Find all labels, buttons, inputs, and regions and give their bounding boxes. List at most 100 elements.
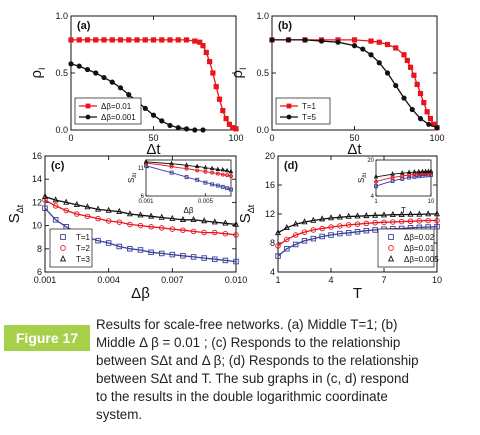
inset-y-axis-label-group: SΔt xyxy=(357,172,368,183)
data-point xyxy=(137,247,144,253)
data-point xyxy=(400,170,405,175)
data-point xyxy=(420,168,425,174)
data-point xyxy=(416,210,423,217)
data-point xyxy=(412,174,417,179)
data-point xyxy=(76,63,82,69)
series-line xyxy=(71,39,237,130)
data-point xyxy=(127,246,133,252)
inset-plot: 0.001 0.005 6 11 Δβ SΔt xyxy=(127,158,234,215)
series-line xyxy=(277,213,437,234)
data-point xyxy=(372,219,378,226)
data-point xyxy=(169,214,176,221)
y-axis-label: SΔt xyxy=(237,204,256,223)
data-point xyxy=(275,253,281,259)
data-point xyxy=(117,37,124,43)
y-axis-subscript: Δt xyxy=(15,204,25,213)
legend-box xyxy=(49,228,93,268)
data-point xyxy=(228,168,234,174)
data-point xyxy=(209,165,215,171)
data-point xyxy=(351,37,358,43)
data-point xyxy=(412,169,417,174)
legend-label: T=1 xyxy=(76,233,91,242)
data-point xyxy=(210,170,215,175)
data-point xyxy=(284,246,290,252)
legend-label: Δβ=0.01 xyxy=(404,244,435,253)
legend: Δβ=0.01 Δβ=0.001 xyxy=(74,97,142,125)
data-point xyxy=(376,39,382,45)
data-point xyxy=(142,105,148,111)
data-point xyxy=(117,85,124,91)
x-tick-label: 1 xyxy=(275,275,280,285)
data-point xyxy=(222,230,229,237)
y-tick-label: 0.0 xyxy=(256,125,269,135)
y-tick-label: 16 xyxy=(32,151,42,161)
data-point xyxy=(354,212,361,219)
inset-x-tick-label: 0.001 xyxy=(138,199,154,205)
data-point xyxy=(105,218,112,224)
data-point xyxy=(137,222,144,229)
data-point xyxy=(390,171,395,176)
data-point xyxy=(416,168,422,174)
data-point xyxy=(211,218,218,225)
x-tick-label: 100 xyxy=(228,133,243,143)
series-line xyxy=(277,226,438,257)
inset-series-line xyxy=(145,162,232,177)
data-point xyxy=(328,232,334,238)
data-point xyxy=(63,198,70,205)
y-tick-label: 10 xyxy=(32,221,42,231)
data-point xyxy=(229,174,233,179)
data-point xyxy=(192,38,198,44)
legend-label: T=3 xyxy=(76,255,91,264)
data-point xyxy=(232,220,240,227)
y-tick-label: 12 xyxy=(32,197,42,207)
inset-y-axis-label-group: SΔt xyxy=(127,172,138,183)
data-point xyxy=(109,37,115,43)
data-point xyxy=(142,37,148,43)
caption-line: between SΔt and Δ β; (d) Responds to the… xyxy=(96,353,419,368)
data-point xyxy=(433,210,441,217)
legend-label: Δβ=0.01 xyxy=(101,102,132,111)
data-point xyxy=(416,218,423,224)
data-point xyxy=(126,210,133,217)
chart-panel: 0 50 100 0.0 0.5 1.0 (a) Δt ρI Δβ=0.01 Δβ=0.001 xyxy=(28,11,244,158)
figure-caption: Results for scale-free networks. (a) Mid… xyxy=(96,316,470,424)
x-axis-label: Δβ xyxy=(131,285,150,302)
series-line xyxy=(44,195,237,226)
data-point xyxy=(336,213,343,220)
data-point xyxy=(434,125,440,131)
x-axis-label: Δt xyxy=(347,141,362,158)
data-point xyxy=(195,177,200,182)
y-tick-label: 6 xyxy=(37,267,42,277)
legend-box xyxy=(275,97,331,125)
data-point xyxy=(269,37,275,43)
inset-series xyxy=(144,163,233,192)
inset-y-axis-subscript: Δt xyxy=(132,172,138,177)
data-point xyxy=(158,225,165,231)
data-point xyxy=(374,184,378,189)
data-point xyxy=(63,207,69,214)
inset-y-axis-label: SΔt xyxy=(357,172,368,183)
legend-label: T=1 xyxy=(302,102,317,111)
data-point xyxy=(203,169,208,174)
y-tick-label: 12 xyxy=(265,209,275,219)
y-tick-label: 14 xyxy=(32,174,42,184)
y-axis-label: ρI xyxy=(229,67,248,78)
data-point xyxy=(373,173,379,179)
data-point xyxy=(203,180,208,185)
data-point xyxy=(319,215,326,222)
data-point xyxy=(127,221,133,228)
y-tick-label: 8 xyxy=(37,244,42,254)
data-point xyxy=(60,245,66,251)
data-point xyxy=(434,217,440,224)
data-point xyxy=(215,183,220,188)
data-point xyxy=(201,255,207,261)
data-point xyxy=(408,64,414,70)
data-point xyxy=(233,232,239,238)
data-point xyxy=(215,171,220,176)
inset-series xyxy=(143,158,234,174)
data-point xyxy=(179,215,186,223)
data-point xyxy=(345,230,352,236)
data-point xyxy=(285,37,292,43)
data-point xyxy=(388,234,394,240)
figure-label: Figure 17 xyxy=(4,325,90,351)
